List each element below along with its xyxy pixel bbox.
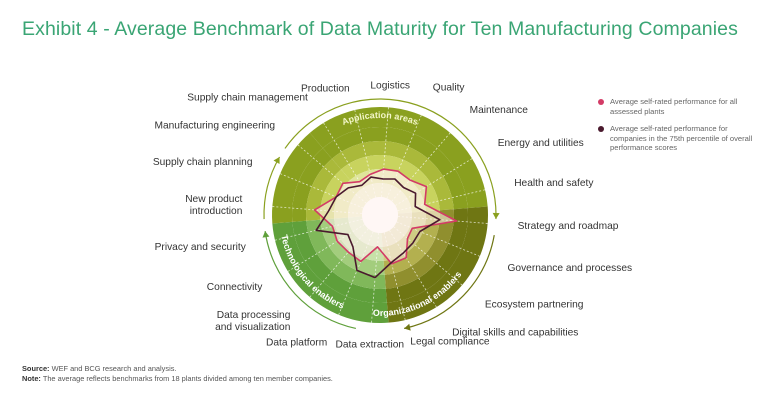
category-label: Maintenance	[470, 105, 529, 116]
legend: Average self-rated performance for all a…	[598, 97, 758, 161]
arrowhead-icon	[492, 212, 500, 220]
radar-spoke	[389, 230, 437, 308]
group-band	[272, 221, 389, 323]
radar-spoke	[381, 107, 389, 198]
category-label: Supply chain management	[187, 92, 308, 103]
radar-spoke	[395, 158, 473, 206]
legend-label: Average self-rated performance for compa…	[610, 124, 753, 152]
radar-ring-band	[291, 148, 332, 222]
radar-ring-band	[292, 220, 387, 304]
category-label: Strategy and roadmap	[518, 221, 619, 232]
category-labels: Logistics Quality Maintenance Energy and ut…	[153, 80, 632, 350]
note-line: Note: The average reflects benchmarks fr…	[22, 374, 333, 384]
legend-item-75th-percentile: Average self-rated performance for compa…	[598, 124, 758, 153]
category-label: New product introduction	[185, 194, 242, 217]
radar-spoke	[397, 189, 486, 212]
radar-series-line	[315, 176, 441, 279]
note-label: Note:	[22, 374, 41, 383]
category-label: Ecosystem partnering	[485, 300, 584, 311]
category-label: Energy and utilities	[498, 138, 584, 149]
category-label: Manufacturing engineering	[154, 120, 275, 131]
category-label: Logistics	[370, 80, 410, 91]
radar-spoke	[274, 218, 363, 241]
radar-ring-band	[385, 208, 468, 303]
radar-ring-band	[306, 219, 386, 289]
category-label: Digital skills and capabilities	[452, 328, 578, 339]
source-text: WEF and BCG research and analysis.	[51, 364, 177, 373]
chart-title: Exhibit 4 - Average Benchmark of Data Ma…	[22, 18, 738, 40]
radar-spoke	[338, 231, 374, 315]
category-label: Privacy and security	[155, 242, 247, 253]
category-label: Data platform	[266, 338, 327, 349]
radar-spoke	[354, 109, 377, 198]
radar-ring-band	[341, 155, 440, 212]
category-label: Connectivity	[207, 282, 263, 293]
radar-ring-band	[331, 141, 454, 211]
category-label: Data processing and visualization	[215, 310, 291, 333]
radar-ring-band	[322, 127, 468, 210]
radar-spoke	[280, 173, 364, 209]
arrowhead-icon	[273, 157, 280, 164]
arrowhead-icon	[262, 231, 270, 238]
category-label: Supply chain planning	[153, 157, 253, 168]
group-arrow-arc	[264, 231, 357, 330]
radar-series	[313, 168, 458, 279]
category-label: Legal compliance	[410, 336, 490, 347]
radar-spoke	[386, 115, 422, 199]
category-label: Governance and processes	[508, 263, 633, 274]
radar-spoke	[393, 226, 463, 286]
radar-spoke	[383, 232, 406, 321]
legend-marker-all-plants	[598, 99, 604, 105]
source-line: Source: WEF and BCG research and analysi…	[22, 364, 333, 374]
category-label: Health and safety	[514, 178, 594, 189]
radar-spoke	[297, 144, 367, 204]
legend-item-all-plants: Average self-rated performance for all a…	[598, 97, 758, 116]
category-label: Data extraction	[336, 340, 405, 351]
category-label: Production	[301, 84, 350, 95]
group-band	[386, 206, 489, 323]
arrowhead-icon	[404, 323, 411, 331]
radar-spoke	[287, 224, 365, 272]
footnote: Source: WEF and BCG research and analysi…	[22, 364, 333, 384]
radar-spoke	[391, 132, 451, 202]
legend-label: Average self-rated performance for all a…	[610, 97, 738, 116]
radar-spoke	[396, 221, 480, 257]
legend-marker-75th-percentile	[598, 126, 604, 132]
radar-spoke	[323, 122, 371, 200]
group-arrow-arc	[403, 235, 495, 330]
radar-spoke	[309, 228, 369, 298]
category-label: Quality	[433, 83, 466, 94]
group-arrow-arc	[284, 98, 497, 220]
group-band	[309, 106, 488, 209]
note-text: The average reflects benchmarks from 18 …	[42, 374, 333, 383]
source-label: Source:	[22, 364, 50, 373]
